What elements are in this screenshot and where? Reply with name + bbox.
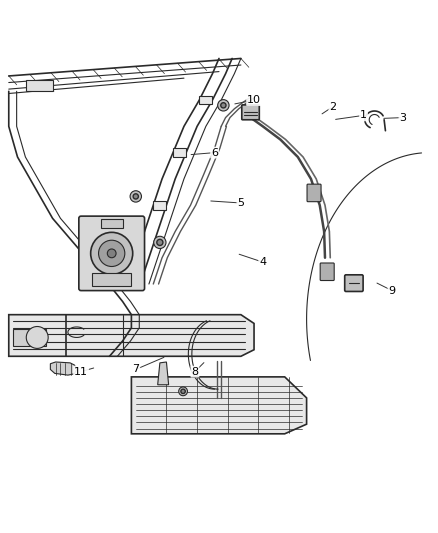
Circle shape bbox=[133, 194, 138, 199]
FancyBboxPatch shape bbox=[320, 263, 334, 280]
Text: 11: 11 bbox=[74, 367, 88, 377]
Circle shape bbox=[157, 239, 163, 246]
Circle shape bbox=[218, 100, 229, 111]
Text: 8: 8 bbox=[191, 367, 198, 377]
Circle shape bbox=[26, 327, 48, 349]
FancyBboxPatch shape bbox=[345, 275, 363, 292]
FancyBboxPatch shape bbox=[242, 105, 259, 120]
Polygon shape bbox=[158, 362, 169, 385]
Text: 4: 4 bbox=[259, 257, 266, 267]
Text: 10: 10 bbox=[247, 95, 261, 105]
Text: 5: 5 bbox=[237, 198, 244, 208]
FancyBboxPatch shape bbox=[101, 219, 123, 228]
Circle shape bbox=[179, 387, 187, 395]
Text: 9: 9 bbox=[389, 286, 396, 296]
Text: 3: 3 bbox=[399, 112, 406, 123]
Bar bbox=[173, 148, 186, 157]
Polygon shape bbox=[50, 362, 77, 375]
Circle shape bbox=[99, 240, 125, 266]
Polygon shape bbox=[131, 377, 307, 434]
Text: 6: 6 bbox=[211, 148, 218, 158]
Bar bbox=[199, 96, 212, 104]
Circle shape bbox=[91, 232, 133, 274]
Polygon shape bbox=[9, 314, 254, 356]
FancyBboxPatch shape bbox=[79, 216, 145, 290]
Circle shape bbox=[107, 249, 116, 258]
Bar bbox=[153, 201, 166, 209]
Text: 7: 7 bbox=[132, 365, 139, 374]
Circle shape bbox=[221, 103, 226, 108]
Circle shape bbox=[154, 236, 166, 248]
Text: 2: 2 bbox=[329, 102, 336, 111]
Text: 1: 1 bbox=[360, 110, 367, 120]
FancyBboxPatch shape bbox=[92, 273, 131, 286]
Circle shape bbox=[181, 389, 185, 393]
FancyBboxPatch shape bbox=[13, 329, 46, 346]
FancyBboxPatch shape bbox=[26, 80, 53, 91]
Circle shape bbox=[130, 191, 141, 202]
FancyBboxPatch shape bbox=[307, 184, 321, 201]
